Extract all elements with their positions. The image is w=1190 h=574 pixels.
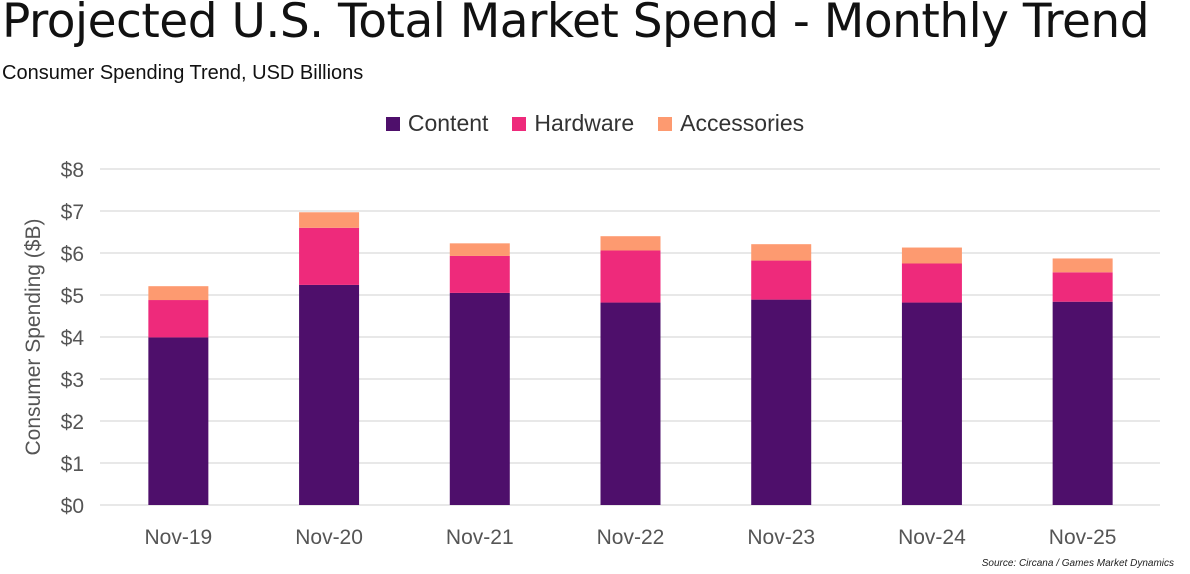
bar-content-nov-21	[449, 292, 510, 505]
legend-swatch-accessories	[658, 116, 673, 131]
bar-content-nov-19	[148, 337, 209, 505]
x-tick-label: Nov-25	[1049, 526, 1117, 549]
bar-hardware-nov-22	[600, 250, 661, 303]
bar-hardware-nov-19	[148, 300, 209, 338]
y-tick-label: $5	[61, 285, 84, 308]
legend-label-accessories: Accessories	[680, 110, 805, 136]
legend-item-content: Content	[385, 110, 489, 137]
y-tick-label: $2	[61, 411, 84, 434]
bar-accessories-nov-22	[600, 236, 661, 251]
bar-content-nov-24	[901, 302, 962, 505]
bar-hardware-nov-24	[901, 263, 962, 303]
y-axis-label: Consumer Spending ($B)	[22, 219, 45, 456]
y-tick-label: $4	[61, 327, 85, 350]
bar-hardware-nov-23	[751, 260, 812, 300]
source-note: Source: Circana / Games Market Dynamics	[981, 558, 1174, 569]
legend-item-hardware: Hardware	[512, 110, 634, 137]
y-tick-label: $0	[61, 495, 84, 518]
bar-hardware-nov-20	[299, 227, 360, 285]
legend-label-hardware: Hardware	[534, 110, 635, 136]
x-tick-label: Nov-20	[295, 526, 363, 549]
y-tick-label: $1	[61, 453, 84, 476]
x-tick-label: Nov-24	[898, 526, 966, 549]
x-tick-label: Nov-23	[747, 526, 815, 549]
bar-accessories-nov-24	[901, 247, 962, 264]
bar-content-nov-23	[751, 299, 812, 505]
chart-title: Projected U.S. Total Market Spend - Mont…	[2, 0, 1150, 49]
bar-content-nov-25	[1052, 301, 1113, 505]
bar-accessories-nov-20	[299, 212, 360, 228]
legend-label-content: Content	[407, 110, 489, 136]
bar-accessories-nov-19	[148, 286, 209, 301]
y-tick-label: $7	[61, 201, 84, 224]
y-tick-label: $8	[61, 159, 84, 182]
x-tick-label: Nov-21	[446, 526, 514, 549]
legend: Content Hardware Accessories	[0, 110, 1190, 137]
bar-hardware-nov-25	[1052, 272, 1113, 302]
x-tick-label: Nov-22	[597, 526, 665, 549]
x-tick-label: Nov-19	[145, 526, 213, 549]
bar-accessories-nov-23	[751, 244, 812, 261]
legend-item-accessories: Accessories	[658, 110, 804, 137]
bar-content-nov-22	[600, 302, 661, 505]
bar-hardware-nov-21	[449, 255, 510, 293]
bar-content-nov-20	[299, 284, 360, 505]
bar-accessories-nov-21	[449, 243, 510, 256]
y-tick-label: $3	[61, 369, 84, 392]
legend-swatch-hardware	[512, 116, 527, 131]
bar-accessories-nov-25	[1052, 258, 1113, 273]
y-tick-label: $6	[61, 243, 84, 266]
chart-subtitle: Consumer Spending Trend, USD Billions	[2, 62, 364, 84]
legend-swatch-content	[385, 116, 400, 131]
